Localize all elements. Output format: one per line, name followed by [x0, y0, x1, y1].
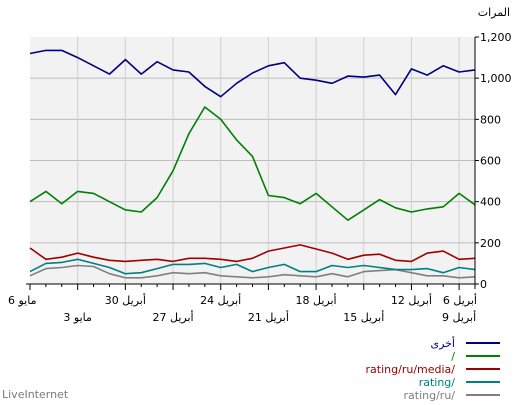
series-line — [29, 106, 476, 221]
legend-label: أخرى — [430, 336, 455, 350]
series-line — [29, 49, 476, 98]
y-tick-label: 400 — [480, 196, 501, 209]
y-tick-label: 600 — [480, 155, 501, 168]
axes: 0 200 400 600 800 1,000 1,200 6 مايو 30 أبريل 24 … — [8, 31, 512, 324]
x-tick-label: 24 أبريل — [200, 293, 241, 307]
legend: أخرى/rating/ru/media/rating/rating/ru/ — [366, 336, 500, 402]
series-line — [29, 258, 476, 275]
y-tick-label: 200 — [480, 237, 501, 250]
legend-label: rating/ru/media/ — [366, 363, 456, 376]
x-tick-label: 6 مايو — [8, 294, 37, 307]
y-tick-label: 800 — [480, 113, 501, 126]
x-tick-label: 21 أبريل — [248, 310, 289, 324]
x-tick-label: 3 مايو — [63, 311, 92, 324]
legend-label: rating/ — [419, 376, 456, 389]
legend-label: / — [451, 350, 455, 363]
series-line — [29, 264, 476, 279]
x-tick-label: 15 أبريل — [343, 310, 384, 324]
x-tick-label: 6 أبريل — [443, 293, 477, 307]
x-tick-label: 12 أبريل — [391, 293, 432, 307]
series-line — [29, 244, 476, 263]
y-tick-label: 1,200 — [480, 31, 512, 44]
y-tick-label: 1,000 — [480, 72, 512, 85]
x-tick-label: 30 أبريل — [105, 293, 146, 307]
x-tick-label: 27 أبريل — [152, 310, 193, 324]
x-tick-label: 18 أبريل — [296, 293, 337, 307]
grid-lines — [30, 37, 475, 284]
y-axis-title: المرات — [478, 6, 510, 19]
x-tick-label: 9 أبريل — [442, 310, 476, 324]
legend-label: rating/ru/ — [404, 389, 456, 402]
y-tick-label: 0 — [480, 278, 487, 291]
footer-brand: LiveInternet — [2, 388, 69, 401]
series-lines — [29, 49, 476, 279]
